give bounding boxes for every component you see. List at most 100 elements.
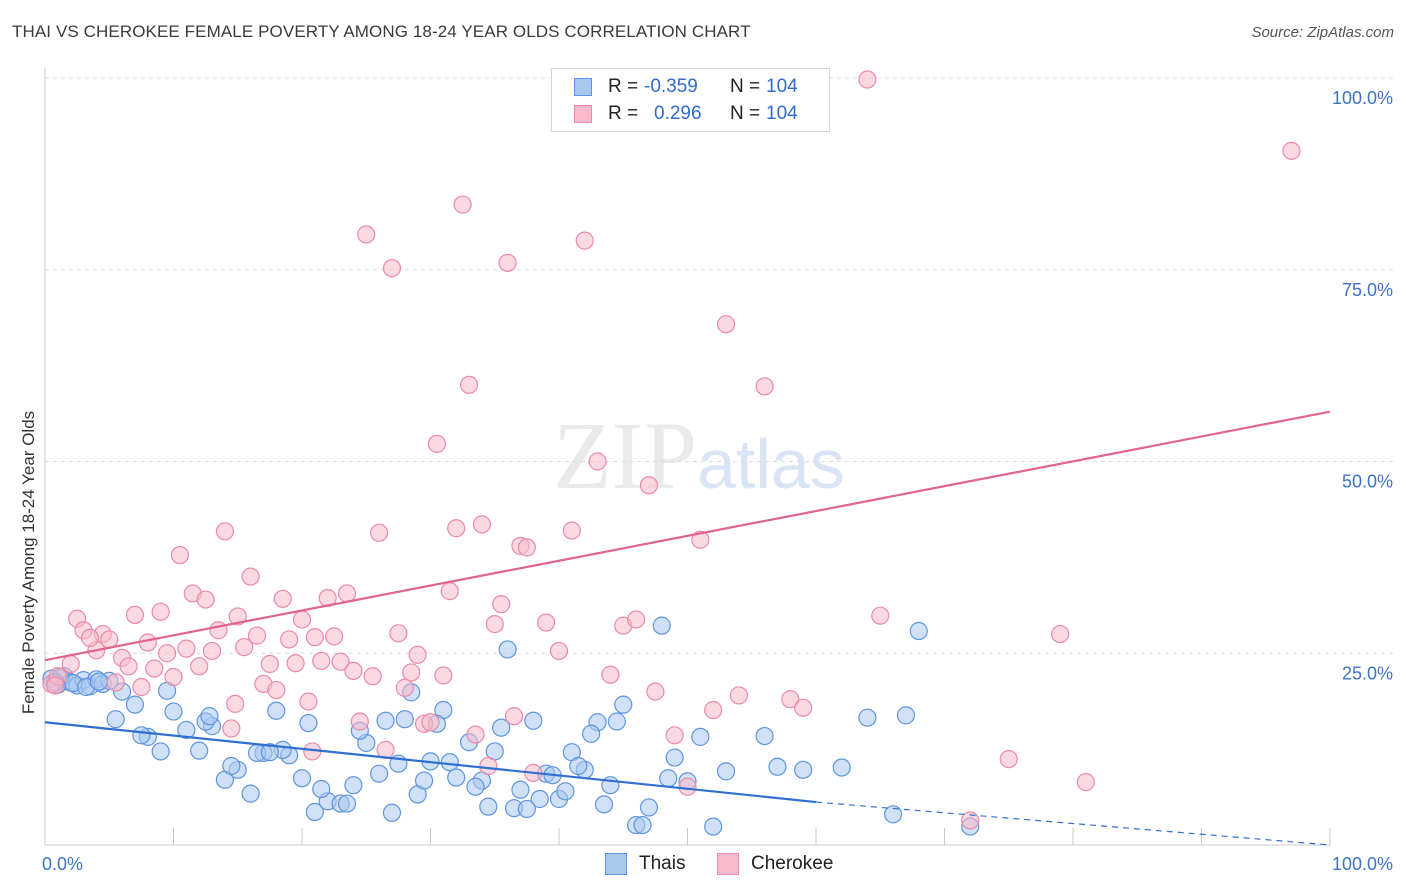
cherokee-point — [479, 756, 498, 776]
thais-point — [896, 706, 916, 725]
thais-point — [395, 710, 414, 729]
thais-point — [858, 708, 877, 727]
thais-point — [312, 779, 331, 799]
thais-point — [716, 762, 736, 781]
thais-point — [517, 799, 536, 819]
cherokee-point — [678, 777, 697, 796]
legend-r-label: R = — [608, 103, 639, 124]
legend-n-label: N = — [730, 76, 761, 97]
y-tick-label: 75.0% — [1342, 280, 1393, 300]
thais-point — [652, 616, 671, 635]
thais-point — [498, 640, 517, 659]
cherokee-point — [145, 659, 164, 678]
thais-point — [909, 621, 928, 641]
cherokee-point — [357, 225, 376, 244]
thais-point — [164, 702, 183, 721]
cherokee-point — [350, 712, 369, 731]
cherokee-point — [408, 645, 427, 664]
thais-point — [222, 756, 241, 776]
cherokee-point — [151, 602, 170, 621]
trend-lines — [44, 410, 1331, 846]
cherokee-point — [472, 515, 491, 534]
thais-point — [370, 764, 389, 783]
cherokee-point — [485, 615, 504, 634]
thais-point — [151, 742, 170, 761]
cherokee-point — [704, 700, 723, 720]
bottom-legend-swatch-thais — [605, 853, 627, 875]
y-tick-label: 50.0% — [1342, 472, 1393, 492]
watermark: ZIPatlas — [553, 400, 845, 511]
cherokee-point — [504, 707, 524, 726]
thais-point — [344, 776, 363, 795]
cherokee-point — [177, 639, 196, 658]
cherokee-point — [344, 661, 363, 680]
axis-labels: 25.0% 50.0% 75.0% 100.0% 0.0% 100.0% Female Po… — [19, 88, 1393, 874]
thais-point — [177, 720, 196, 740]
cherokee-point — [157, 644, 177, 663]
thais-point — [639, 798, 659, 817]
cherokee-point — [395, 678, 414, 697]
cherokee-point — [170, 545, 190, 565]
cherokee-point — [729, 686, 749, 705]
cherokee-point — [639, 476, 659, 495]
cherokee-point — [370, 523, 389, 542]
thais-point — [414, 771, 434, 790]
grid-lines — [45, 77, 1395, 654]
cherokee-point — [453, 195, 472, 214]
legend-r-label: R = — [608, 76, 639, 97]
cherokee-point — [549, 641, 569, 661]
thais-point — [260, 743, 279, 762]
series-cherokee-points — [42, 70, 1301, 830]
cherokee-point — [215, 522, 234, 541]
thais-point — [190, 741, 209, 760]
legend-n-value: 104 — [766, 103, 798, 124]
watermark-zip: ZIP — [553, 402, 697, 509]
cherokee-point — [691, 530, 710, 549]
cherokee-point — [226, 694, 245, 713]
cherokee-point — [106, 673, 125, 692]
thais-point — [89, 672, 109, 691]
correlation-legend: R = -0.359 N = 104 R = 0.296 N = 104 — [551, 68, 830, 132]
thais-point — [305, 802, 324, 822]
cherokee-point — [858, 70, 877, 89]
cherokee-point — [202, 641, 222, 661]
cherokee-point — [626, 610, 646, 629]
y-tick-label: 100.0% — [1332, 88, 1393, 108]
thais-point — [794, 760, 813, 779]
cherokee-point — [588, 452, 607, 471]
thais-point — [492, 718, 511, 737]
cherokee-point — [164, 667, 183, 687]
thais-point — [633, 815, 652, 835]
thais-point — [376, 711, 395, 730]
thais-point — [511, 780, 530, 799]
chart-title: THAI VS CHEROKEE FEMALE POVERTY AMONG 18… — [12, 22, 751, 41]
cherokee-point — [665, 726, 684, 745]
cherokee-point — [1282, 141, 1301, 160]
cherokee-point — [312, 651, 331, 671]
cherokee-point — [325, 627, 344, 646]
cherokee-point — [781, 690, 800, 709]
cherokee-point — [382, 259, 402, 278]
thais-point — [614, 695, 633, 714]
cherokee-point — [331, 652, 350, 671]
cherokee-point — [267, 680, 286, 700]
cherokee-point — [601, 665, 620, 684]
thais-point — [200, 707, 219, 726]
cherokee-point — [292, 610, 312, 629]
cherokee-point — [125, 605, 145, 625]
cherokee-point — [961, 811, 980, 830]
cherokee-point — [716, 315, 736, 334]
cherokee-point — [871, 606, 890, 625]
cherokee-point — [575, 231, 594, 250]
thais-point — [466, 777, 485, 796]
cherokee-point — [273, 589, 292, 608]
x-tick-label: 0.0% — [42, 854, 83, 874]
thais-point — [524, 711, 543, 730]
cherokee-point — [235, 638, 254, 657]
cherokee-point — [421, 713, 440, 732]
cherokee-point — [434, 666, 453, 685]
thais-point — [556, 782, 575, 801]
cherokee-point — [1076, 773, 1095, 792]
cherokee-point — [305, 628, 324, 647]
cherokee-point — [247, 626, 267, 645]
